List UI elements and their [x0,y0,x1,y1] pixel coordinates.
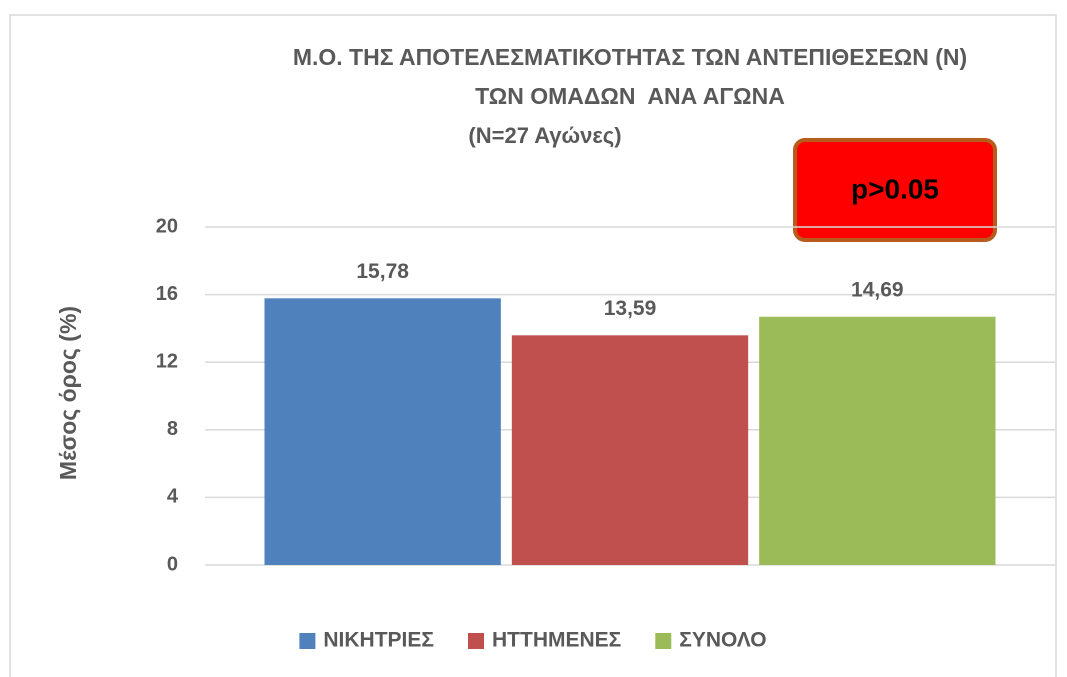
y-axis-label: Μέσος όρος (%) [55,306,81,480]
legend-label: ΝΙΚΗΤΡΙΕΣ [323,629,434,652]
legend-swatch [299,633,316,649]
annotation-box [793,138,997,242]
data-label: 14,69 [851,278,904,301]
legend-label: ΣΥΝΟΛΟ [679,629,766,652]
legend-swatch [655,633,672,649]
bar [264,298,501,565]
chart-title: ΤΩΝ ΟΜΑΔΩΝ ΑΝΑ ΑΓΩΝΑ [475,83,785,109]
y-tick-label: 8 [167,418,178,440]
legend-swatch [468,633,485,649]
chart-subtitle: (Ν=27 Αγώνες) [468,123,621,148]
y-tick-label: 4 [167,486,179,508]
y-tick-label: 16 [156,283,178,305]
y-tick-label: 12 [156,350,178,372]
y-tick-label: 0 [167,553,178,575]
chart-title: Μ.Ο. ΤΗΣ ΑΠΟΤΕΛΕΣΜΑΤΙΚΟΤΗΤΑΣ ΤΩΝ ΑΝΤΕΠΙΘ… [293,44,967,70]
data-label: 15,78 [356,260,409,283]
legend-label: ΗΤΤΗΜΕΝΕΣ [492,629,621,652]
y-tick-label: 20 [156,215,178,237]
annotation: p>0.05 [851,173,939,204]
bar [759,316,996,565]
bar [511,335,749,565]
data-label: 13,59 [604,297,657,320]
